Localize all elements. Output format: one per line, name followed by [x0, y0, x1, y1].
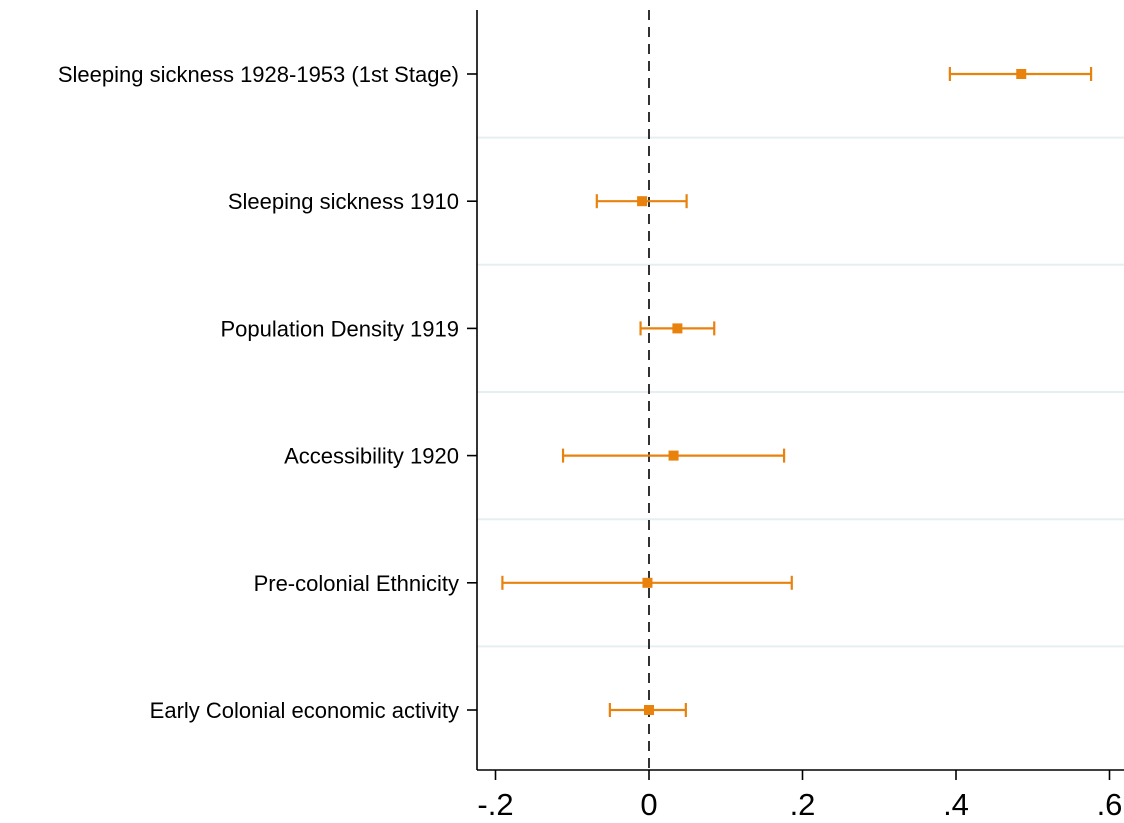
x-tick-label: .6 [1097, 787, 1123, 822]
row-label: Pre-colonial Ethnicity [254, 571, 459, 596]
row-label: Population Density 1919 [221, 316, 460, 341]
row-labels: Sleeping sickness 1928-1953 (1st Stage) S… [58, 62, 477, 723]
x-tick-label: -.2 [477, 787, 513, 822]
x-tick-label: .2 [790, 787, 816, 822]
row-label: Accessibility 1920 [284, 444, 459, 469]
coefficient-row [608, 703, 687, 717]
estimates [501, 67, 1093, 717]
coefficient-row [948, 67, 1093, 81]
row-separators [477, 136, 1124, 648]
point-estimate [642, 577, 653, 588]
point-estimate [1016, 69, 1027, 79]
point-estimate [668, 450, 679, 461]
coefficient-row [561, 448, 786, 463]
x-axis-ticks: -.2 0 .2 .4 .6 [477, 770, 1122, 822]
axes [476, 10, 1124, 771]
point-estimate [637, 196, 648, 207]
point-estimate [672, 323, 683, 334]
row-label: Sleeping sickness 1910 [228, 189, 459, 214]
x-tick-label: 0 [640, 787, 657, 822]
coefficient-row [639, 321, 716, 336]
row-label: Sleeping sickness 1928-1953 (1st Stage) [58, 62, 459, 87]
point-estimate [644, 705, 654, 715]
coefficient-row [595, 194, 688, 209]
coefficient-row [501, 575, 793, 590]
x-tick-label: .4 [943, 787, 969, 822]
row-label: Early Colonial economic activity [150, 698, 459, 723]
